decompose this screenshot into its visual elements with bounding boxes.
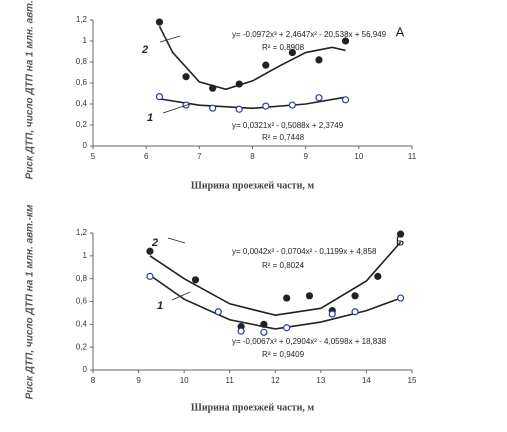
y-tick-label: 0,2 [76, 120, 88, 129]
trend-line [158, 25, 346, 91]
data-point [209, 104, 217, 112]
data-point [182, 73, 190, 81]
y-tick-label: 0,8 [76, 274, 88, 283]
y-tick-label: 0,4 [76, 319, 88, 328]
data-point [283, 324, 291, 332]
y-tick-label: 0,6 [76, 297, 88, 306]
y-tick-label: 0,4 [76, 99, 88, 108]
x-tick-label: 11 [408, 152, 417, 161]
trend-r2: R² = 0,8908 [262, 43, 305, 52]
panel-label: Б [396, 233, 405, 248]
x-tick-label: 15 [408, 376, 417, 385]
data-point [191, 276, 200, 284]
y-axis-title: Риск ДТП, число ДТП на 1 млн. авт.-км [25, 0, 36, 179]
data-point [262, 102, 270, 110]
x-tick-label: 7 [197, 152, 202, 161]
leader-line [162, 103, 191, 114]
y-tick-label: 0,8 [76, 57, 88, 66]
x-tick-label: 9 [136, 376, 141, 385]
data-point [155, 18, 164, 26]
y-tick-label: 1 [83, 36, 88, 45]
series-label: 2 [141, 44, 148, 56]
data-point [397, 294, 405, 302]
data-point [288, 48, 296, 57]
x-tick-label: 8 [250, 152, 255, 161]
data-point [155, 93, 164, 101]
series-label: 1 [157, 300, 163, 312]
data-point [209, 84, 217, 92]
trend-r2: R² = 0,8024 [262, 261, 305, 270]
data-point [328, 310, 336, 318]
panel-label: А [396, 24, 405, 39]
trend-equation: y= 0,0321x² - 0,5088x + 2,3749 [232, 121, 344, 130]
data-point [237, 327, 245, 335]
trend-r2: R² = 0,7448 [262, 133, 305, 142]
y-tick-label: 0 [83, 365, 88, 374]
y-tick-label: 0 [83, 141, 88, 150]
series-label: 1 [147, 112, 153, 124]
data-point [235, 105, 243, 113]
data-point [315, 56, 323, 64]
x-axis-title: Ширина проезжей части, м [191, 402, 314, 413]
data-point [288, 101, 296, 109]
data-point [351, 308, 359, 316]
data-point [397, 230, 405, 238]
data-point [341, 37, 350, 45]
x-tick-label: 10 [354, 152, 363, 161]
data-point [235, 80, 243, 88]
data-point [260, 328, 268, 336]
data-point [214, 308, 222, 316]
trend-equation: y= -0,0972x³ + 2,4647x² - 20,538x + 56,9… [232, 30, 387, 39]
y-tick-label: 1,2 [76, 228, 88, 237]
leader-line [171, 291, 191, 301]
leader-line [167, 237, 186, 244]
y-axis-title: Риск ДТП, число ДТП на 1 млн. авт.-км [25, 204, 36, 399]
x-axis-title: Ширина проезжей части, м [191, 180, 314, 191]
x-tick-label: 6 [144, 152, 149, 161]
trend-line [149, 274, 401, 330]
trend-r2: R² = 0,9409 [262, 350, 305, 359]
y-tick-label: 0,2 [76, 342, 88, 351]
data-point [146, 247, 154, 255]
trend-equation: y= 0,0042x³ - 0,0704x² - 0,1199x + 4,858 [232, 247, 377, 256]
data-point [315, 94, 323, 102]
data-point [262, 61, 270, 69]
data-point [341, 96, 350, 104]
data-point [283, 294, 291, 302]
trend-line [149, 241, 402, 317]
x-tick-label: 5 [91, 152, 96, 161]
leader-line [159, 35, 181, 43]
data-point [351, 292, 359, 300]
y-tick-label: 1 [83, 251, 88, 260]
x-tick-label: 12 [271, 376, 280, 385]
data-point [374, 272, 382, 280]
x-tick-label: 11 [226, 376, 235, 385]
x-tick-label: 13 [316, 376, 325, 385]
x-tick-label: 9 [303, 152, 308, 161]
x-tick-label: 14 [362, 376, 371, 385]
data-point [305, 292, 314, 300]
x-tick-label: 8 [91, 376, 96, 385]
y-tick-label: 0,6 [76, 78, 88, 87]
series-label: 2 [151, 237, 158, 249]
x-tick-label: 10 [180, 376, 189, 385]
y-tick-label: 1,2 [76, 15, 88, 24]
data-point [146, 272, 154, 280]
trend-equation: y= -0,0067x³ + 0,2904x² - 4,0598x + 18,8… [232, 337, 387, 346]
